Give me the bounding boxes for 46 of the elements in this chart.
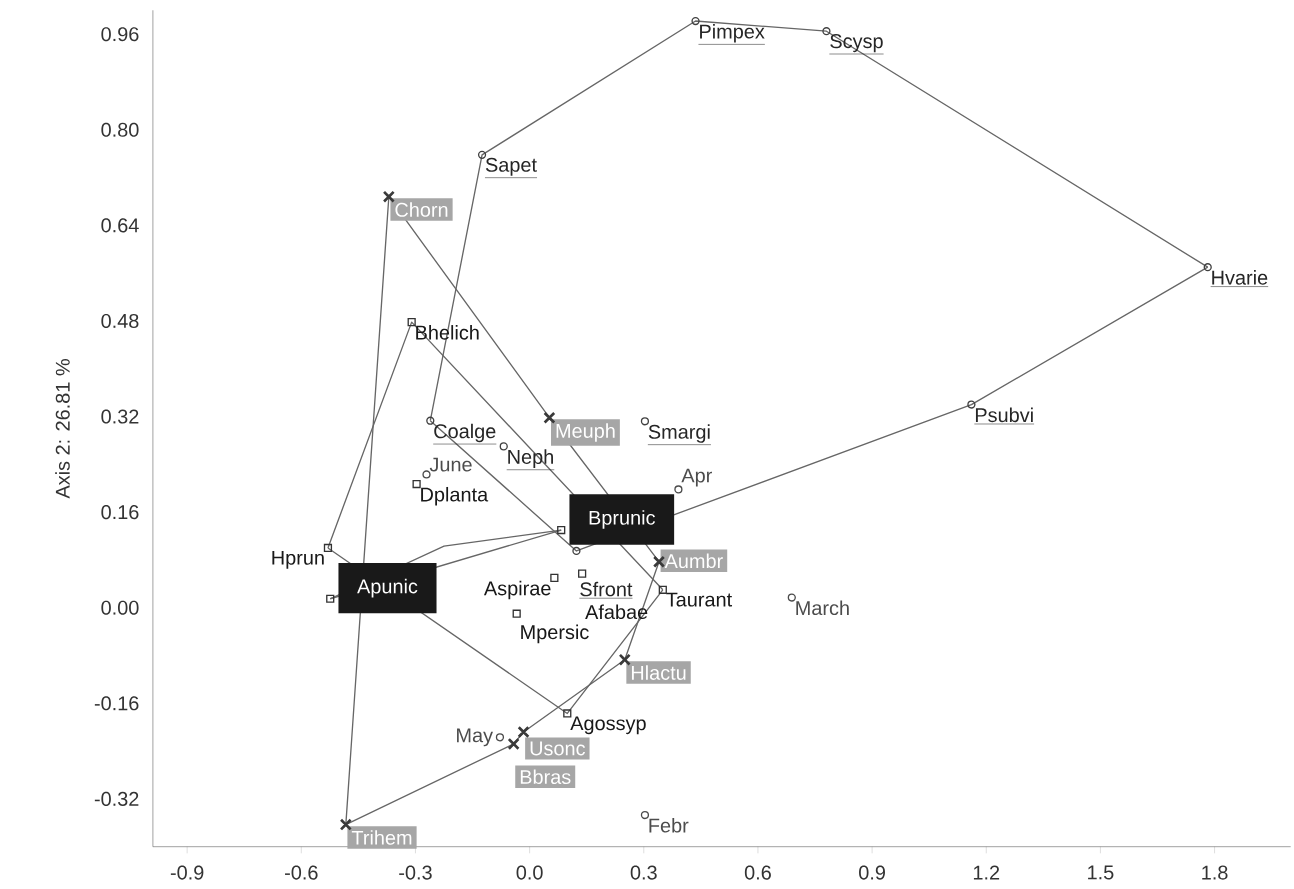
data-label: Apunic bbox=[357, 578, 418, 598]
x-tick-label: 0.9 bbox=[859, 865, 885, 880]
data-label: Taurant bbox=[666, 592, 733, 607]
y-tick-label: 0.32 bbox=[101, 409, 139, 424]
data-label: Bbras bbox=[520, 769, 571, 784]
x-tick-label: 1.5 bbox=[1088, 865, 1114, 880]
x-tick-label: 0.6 bbox=[744, 865, 771, 880]
x-tick-label: -0.6 bbox=[285, 865, 318, 880]
y-tick-label: 0.00 bbox=[101, 600, 139, 615]
data-label: Hlactu bbox=[631, 665, 686, 680]
data-label: Psubvi bbox=[975, 407, 1033, 423]
data-label: Meuph bbox=[556, 423, 615, 442]
x-tick-label: 1.8 bbox=[1202, 865, 1228, 880]
data-label: Chorn bbox=[395, 202, 448, 217]
y-tick-label: 0.16 bbox=[101, 504, 139, 520]
y-tick-label: -0.16 bbox=[94, 696, 139, 711]
data-label: Sapet bbox=[485, 157, 537, 176]
data-label: June bbox=[429, 457, 472, 472]
data-label: Sfront bbox=[580, 581, 633, 597]
data-label: May bbox=[457, 728, 493, 747]
data-label: Aumbr bbox=[664, 553, 723, 568]
data-label: Smargi bbox=[648, 424, 710, 443]
x-tick-label: 0.3 bbox=[630, 865, 657, 880]
y-tick-label: 0.96 bbox=[101, 27, 139, 42]
y-tick-label: 0.48 bbox=[101, 313, 139, 328]
data-label: Trihem bbox=[351, 830, 412, 845]
data-label: Usonc bbox=[530, 741, 586, 756]
y-tick-label: 0.80 bbox=[101, 122, 139, 137]
data-label: Hprun bbox=[272, 550, 324, 569]
data-label: Bprunic bbox=[589, 510, 656, 529]
data-label: Febr bbox=[649, 817, 689, 833]
y-tick-label: 0.64 bbox=[101, 218, 139, 233]
data-label: Aspirae bbox=[483, 580, 551, 600]
x-tick-label: 1.2 bbox=[973, 865, 1000, 880]
x-tick-label: -0.9 bbox=[170, 865, 204, 880]
data-label: March bbox=[796, 600, 849, 616]
data-label: Apr bbox=[681, 468, 712, 487]
data-label: Mpersic bbox=[521, 624, 589, 644]
x-tick-label: 0.0 bbox=[516, 865, 543, 880]
y-axis-title: Axis 2: 26.81 % bbox=[55, 359, 70, 499]
data-label: Dplanta bbox=[421, 486, 489, 506]
data-label: Hvarie bbox=[1212, 270, 1268, 285]
data-label: Agossyp bbox=[570, 716, 646, 735]
y-tick-label: -0.32 bbox=[94, 791, 139, 806]
x-tick-label: -0.3 bbox=[399, 865, 432, 880]
data-label: Pimpex bbox=[700, 23, 765, 43]
